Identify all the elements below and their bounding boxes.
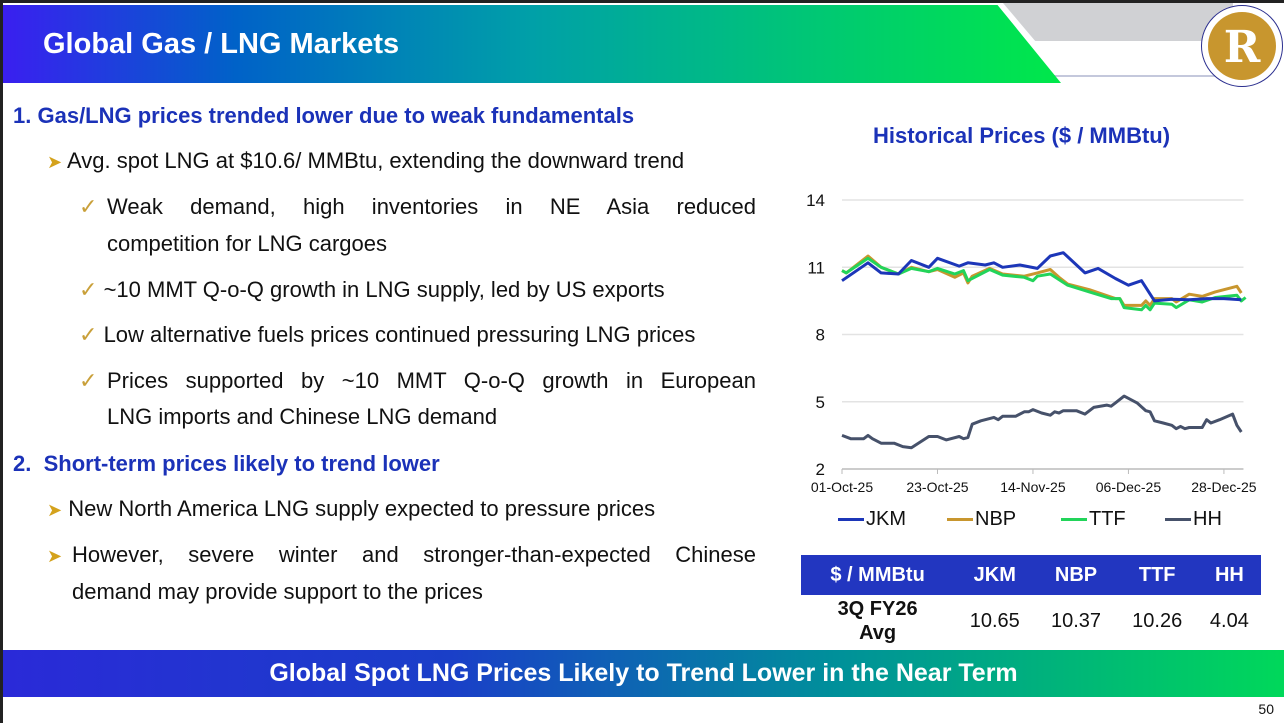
series-line-jkm: [841, 251, 1242, 303]
y-tick-label: 8: [816, 326, 825, 345]
legend-swatch: [1061, 518, 1087, 522]
section-2-heading: 2. Short-term prices likely to trend low…: [13, 451, 440, 477]
legend-label: HH: [1193, 508, 1222, 530]
section-1-heading: 1. Gas/LNG prices trended lower due to w…: [13, 103, 634, 129]
y-tick-label: 2: [816, 460, 825, 479]
check-item: ✓: [79, 194, 97, 220]
check-text: ~10 MMT Q-o-Q growth in LNG supply, led …: [103, 277, 665, 302]
legend-label: TTF: [1089, 508, 1126, 530]
page-title: Global Gas / LNG Markets: [43, 28, 400, 60]
arrow-bullet-icon: ➤: [47, 152, 63, 172]
slide: Global Gas / LNG Markets R 1. Gas/LNG pr…: [3, 3, 1284, 723]
page-number: 50: [1258, 701, 1274, 717]
legend-item-ttf: TTF: [1061, 508, 1126, 531]
header-accent: [1003, 3, 1233, 41]
section-heading-text: Short-term prices likely to trend lower: [43, 451, 440, 476]
table-header: NBP: [1035, 555, 1117, 595]
y-tick-label: 5: [816, 393, 825, 412]
row-label: 3Q FY26 Avg: [801, 595, 954, 647]
legend-item-jkm: JKM: [838, 508, 906, 531]
check-text: Weak demand, high inventories in NE Asia…: [107, 194, 756, 219]
arrow-bullet-icon: ➤: [47, 546, 63, 566]
table-header: HH: [1197, 555, 1261, 595]
table-cell: 4.04: [1209, 609, 1249, 632]
legend-label: NBP: [975, 508, 1017, 530]
conclusion-banner: Global Spot LNG Prices Likely to Trend L…: [3, 650, 1284, 697]
header-bar: [3, 5, 1061, 83]
checkmark-icon: ✓: [79, 277, 98, 302]
check-item: ✓ ~10 MMT Q-o-Q growth in LNG supply, le…: [79, 277, 665, 303]
series-line-hh: [841, 394, 1243, 450]
bullet: ➤ Avg. spot LNG at $10.6/ MMBtu, extendi…: [47, 148, 684, 174]
table-row: 3Q FY26 Avg 10.65 10.37 10.26 4.04: [801, 595, 1261, 647]
section-number: 2.: [13, 451, 32, 476]
table-cell: 10.37: [1050, 609, 1102, 632]
bullet-text-cont: demand may provide support to the prices: [72, 579, 483, 604]
check-item: ✓ Low alternative fuels prices continued…: [79, 322, 695, 348]
table-header: JKM: [954, 555, 1036, 595]
check-text-cont: competition for LNG cargoes: [107, 231, 388, 256]
series-line-ttf: [841, 256, 1247, 312]
bullet-text: New North America LNG supply expected to…: [68, 496, 656, 521]
legend-item-nbp: NBP: [947, 508, 1016, 531]
checkmark-icon: ✓: [79, 368, 98, 393]
x-tick-label: 14-Nov-25: [1000, 479, 1066, 495]
check-text-cont: LNG imports and Chinese LNG demand: [107, 404, 498, 429]
section-number: 1.: [13, 103, 32, 128]
legend-item-hh: HH: [1165, 508, 1222, 531]
bullet-text: However, severe winter and stronger-than…: [72, 542, 756, 567]
bullet: ➤: [47, 542, 62, 568]
table-cell: 10.65: [969, 609, 1020, 632]
legend-label: JKM: [866, 508, 906, 530]
section-heading-text: Gas/LNG prices trended lower due to weak…: [37, 103, 635, 128]
table-header: TTF: [1116, 555, 1198, 595]
row-label-line: 3Q FY26: [837, 598, 918, 620]
checkmark-icon: ✓: [79, 194, 98, 219]
legend-swatch: [1165, 518, 1191, 522]
avg-price-table: $ / MMBtu JKM NBP TTF HH 3Q FY26 Avg 10.6…: [801, 555, 1261, 647]
x-tick-label: 06-Dec-25: [1096, 479, 1162, 495]
x-tick-label: 28-Dec-25: [1191, 479, 1257, 495]
check-item: ✓: [79, 368, 97, 394]
legend-swatch: [838, 518, 864, 522]
arrow-bullet-icon: ➤: [47, 500, 63, 520]
bullet-text: Avg. spot LNG at $10.6/ MMBtu, extending…: [67, 148, 685, 173]
bullet: ➤ New North America LNG supply expected …: [47, 496, 655, 522]
row-label-line: Avg: [859, 622, 897, 644]
price-chart: 2 5 8 11 14 01-Oct-25 23-Oct-25 14-Nov-25 06-Dec…: [806, 191, 1257, 495]
chart-title: Historical Prices ($ / MMBtu): [873, 123, 1171, 148]
y-tick-label: 11: [807, 258, 825, 277]
x-tick-label: 01-Oct-25: [811, 479, 873, 495]
check-text: Prices supported by ~10 MMT Q-o-Q growth…: [107, 368, 756, 393]
x-tick-label: 23-Oct-25: [906, 479, 968, 495]
check-text: Low alternative fuels prices continued p…: [103, 322, 696, 347]
legend-swatch: [947, 518, 973, 522]
y-tick-label: 14: [806, 191, 825, 210]
table-header-row: $ / MMBtu JKM NBP TTF HH: [801, 555, 1261, 595]
table-header: $ / MMBtu: [801, 555, 955, 595]
company-logo: R: [1201, 5, 1283, 87]
header-divider: [1043, 75, 1243, 77]
table-cell: 10.26: [1132, 609, 1183, 632]
checkmark-icon: ✓: [79, 322, 98, 347]
